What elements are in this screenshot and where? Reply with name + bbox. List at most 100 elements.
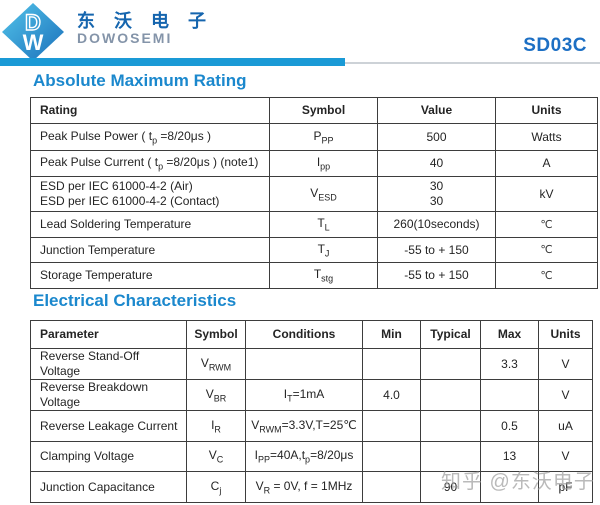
company-name-english: DOWOSEMI bbox=[77, 30, 173, 46]
cond-text-cont: = 0V, f = 1MHz bbox=[270, 478, 353, 493]
typical-cell bbox=[420, 410, 481, 442]
units-cell: ℃ bbox=[495, 237, 598, 263]
value-cell: 40 bbox=[377, 150, 496, 177]
conditions-cell bbox=[245, 348, 363, 380]
symbol-cell: VC bbox=[186, 441, 246, 472]
value-cell: -55 to + 150 bbox=[377, 237, 496, 263]
rating-text: Peak Pulse Current ( t bbox=[40, 155, 159, 170]
min-cell: 4.0 bbox=[362, 379, 421, 411]
max-cell: 3.3 bbox=[480, 348, 539, 380]
value-cell: 260(10seconds) bbox=[377, 211, 496, 238]
column-header-parameter: Parameter bbox=[30, 320, 187, 349]
symbol-subscript: C bbox=[216, 454, 224, 465]
symbol-subscript: PP bbox=[321, 135, 334, 146]
rating-line1: ESD per IEC 61000-4-2 (Air) bbox=[40, 179, 193, 193]
logo-diamond bbox=[2, 3, 64, 61]
symbol-cell: Ipp bbox=[269, 150, 378, 177]
column-header-units: Units bbox=[495, 97, 598, 124]
conditions-cell: IT=1mA bbox=[245, 379, 363, 411]
units-cell: A bbox=[495, 150, 598, 177]
symbol-cell: VESD bbox=[269, 176, 378, 212]
symbol-subscript: R bbox=[214, 424, 221, 435]
symbol-base: I bbox=[211, 417, 215, 432]
symbol-subscript: j bbox=[219, 485, 222, 496]
min-cell bbox=[362, 441, 421, 472]
conditions-cell: IPP=40A,tp=8/20μs bbox=[245, 441, 363, 472]
table-row: Clamping Voltage VC IPP=40A,tp=8/20μs 13… bbox=[30, 441, 593, 472]
typical-cell bbox=[420, 379, 481, 411]
cond-text-cont: =8/20μs bbox=[310, 448, 354, 463]
cond-text: I bbox=[283, 386, 288, 401]
value-cell: 30 30 bbox=[377, 176, 496, 212]
column-header-rating: Rating bbox=[30, 97, 270, 124]
units-cell: ℃ bbox=[495, 211, 598, 238]
symbol-subscript: stg bbox=[321, 273, 334, 284]
parameter-cell: Clamping Voltage bbox=[30, 441, 187, 472]
part-number: SD03C bbox=[523, 35, 587, 56]
symbol-base: V bbox=[200, 355, 209, 370]
table-row: Peak Pulse Power ( tp =8/20μs ) PPP 500 … bbox=[30, 123, 598, 151]
column-header-typical: Typical bbox=[420, 320, 481, 349]
typical-cell: 90 bbox=[420, 471, 481, 503]
parameter-cell: Reverse Leakage Current bbox=[30, 410, 187, 442]
section-title-electrical-characteristics: Electrical Characteristics bbox=[33, 291, 237, 310]
conditions-cell: VRWM=3.3V,T=25℃ bbox=[245, 410, 363, 442]
symbol-base: V bbox=[310, 185, 319, 200]
table-row: Peak Pulse Current ( tp =8/20μs ) (note1… bbox=[30, 150, 598, 177]
value-line2: 30 bbox=[429, 194, 444, 208]
column-header-symbol: Symbol bbox=[186, 320, 246, 349]
value-cell: -55 to + 150 bbox=[377, 262, 496, 289]
symbol-subscript: L bbox=[324, 222, 330, 233]
symbol-base: P bbox=[313, 128, 322, 143]
cond-text: I bbox=[254, 448, 258, 463]
units-cell: ℃ bbox=[495, 262, 598, 289]
logo-letter-d: D bbox=[25, 10, 41, 35]
cond-subscript: T bbox=[287, 393, 293, 404]
symbol-base: C bbox=[210, 478, 220, 493]
cond-subscript2: p bbox=[305, 454, 311, 465]
value-line1: 30 bbox=[429, 179, 444, 193]
header-accent-bar bbox=[0, 58, 345, 66]
table-row: Lead Soldering Temperature TL 260(10seco… bbox=[30, 211, 598, 238]
symbol-cell: Cj bbox=[186, 471, 246, 503]
symbol-cell: VBR bbox=[186, 379, 246, 411]
rating-subscript: p bbox=[158, 161, 164, 172]
symbol-cell: IR bbox=[186, 410, 246, 442]
min-cell bbox=[362, 410, 421, 442]
symbol-cell: TL bbox=[269, 211, 378, 238]
column-header-units: Units bbox=[538, 320, 593, 349]
column-header-conditions: Conditions bbox=[245, 320, 363, 349]
rating-cell: Junction Temperature bbox=[30, 237, 270, 263]
logo-letter-w: W bbox=[23, 30, 44, 55]
max-cell bbox=[480, 471, 539, 503]
value-cell: 500 bbox=[377, 123, 496, 151]
symbol-base: T bbox=[317, 216, 325, 231]
symbol-subscript: ESD bbox=[318, 192, 337, 203]
units-cell: kV bbox=[495, 176, 598, 212]
symbol-cell: PPP bbox=[269, 123, 378, 151]
symbol-cell: TJ bbox=[269, 237, 378, 263]
rating-subscript: p bbox=[152, 135, 158, 146]
table-row: Reverse Leakage Current IR VRWM=3.3V,T=2… bbox=[30, 410, 593, 442]
symbol-base: V bbox=[205, 386, 214, 401]
cond-text: V bbox=[255, 478, 264, 493]
rating-cell: ESD per IEC 61000-4-2 (Air) ESD per IEC … bbox=[30, 176, 270, 212]
table-row: ESD per IEC 61000-4-2 (Air) ESD per IEC … bbox=[30, 176, 598, 212]
units-cell: V bbox=[538, 379, 593, 411]
symbol-subscript: pp bbox=[320, 161, 331, 172]
rating-text: Lead Soldering Temperature bbox=[40, 217, 192, 231]
table-row: Reverse Stand-Off Voltage VRWM 3.3 V bbox=[30, 348, 593, 380]
rating-text: Peak Pulse Power ( t bbox=[40, 128, 153, 143]
units-cell: V bbox=[538, 441, 593, 472]
conditions-cell: VR = 0V, f = 1MHz bbox=[245, 471, 363, 503]
column-header-value: Value bbox=[377, 97, 496, 124]
rating-cell: Lead Soldering Temperature bbox=[30, 211, 270, 238]
symbol-base: T bbox=[317, 241, 325, 256]
column-header-symbol: Symbol bbox=[269, 97, 378, 124]
section-title-absolute-maximum-rating: Absolute Maximum Rating bbox=[33, 71, 247, 90]
column-header-min: Min bbox=[362, 320, 421, 349]
rating-text: Storage Temperature bbox=[40, 268, 153, 282]
units-cell: V bbox=[538, 348, 593, 380]
table-header-row: Rating Symbol Value Units bbox=[30, 97, 598, 124]
cond-text-cont: =3.3V,T=25℃ bbox=[281, 417, 357, 432]
